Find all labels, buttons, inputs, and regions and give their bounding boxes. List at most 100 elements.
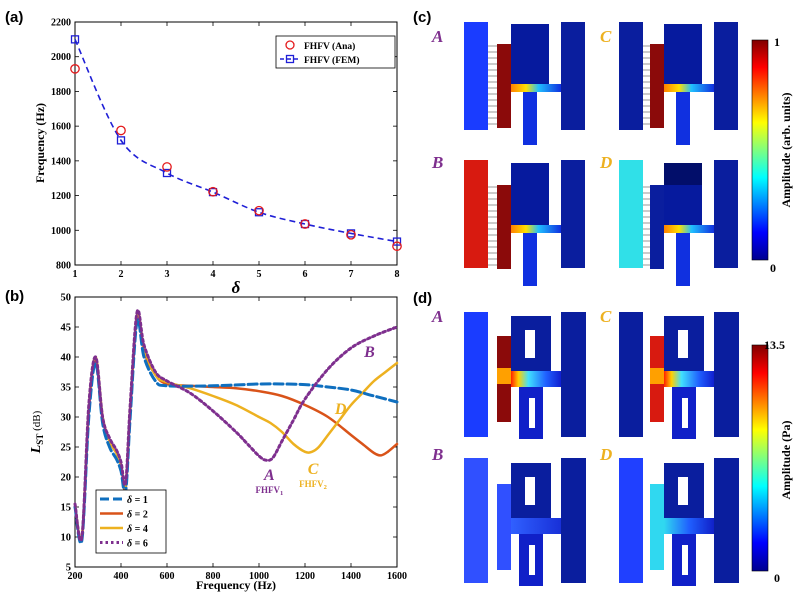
- panel-d-label: (d): [413, 290, 432, 307]
- x-tick-label: 200: [68, 571, 83, 582]
- chart-b-legend: δ = 1 δ = 2 δ = 4 δ = 6: [95, 489, 167, 554]
- chart-a-ticks: 1 2 3 4 5 6 7 8 800 1000 1200 1400 1600 1800 2000 2200: [51, 18, 400, 281]
- ana-circle-marker: [162, 162, 172, 172]
- annotation-sub-A: FHFV1: [255, 485, 283, 497]
- y-tick-label: 40: [61, 353, 72, 364]
- fem-dashed-line: [74, 39, 398, 243]
- fem-square-marker: [70, 35, 80, 44]
- panel-c-colorbar-max: 1: [774, 35, 780, 49]
- panel-c-letter-b: B: [431, 153, 443, 172]
- legend-label: δ = 2: [127, 510, 148, 521]
- x-tick-label: 4: [211, 269, 216, 280]
- panel-c-map-a: [464, 22, 585, 145]
- series-line-delta-6: [73, 308, 399, 542]
- y-tick-label: 50: [61, 293, 72, 304]
- panel-d-map-b: [464, 458, 586, 586]
- panel-a-label: (a): [5, 9, 23, 26]
- y-tick-label: 30: [61, 413, 72, 424]
- x-tick-label: 800: [206, 571, 221, 582]
- fem-square-marker: [162, 168, 172, 178]
- panel-c-map-d: [619, 160, 738, 286]
- y-tick-label: 1000: [51, 226, 71, 237]
- chart-a-ylabel: Frequency (Hz): [33, 103, 47, 183]
- x-tick-label: 1000: [249, 571, 269, 582]
- legend-label: δ = 6: [127, 539, 148, 550]
- y-tick-label: 2000: [51, 52, 71, 63]
- y-tick-label: 1600: [51, 122, 71, 133]
- legend-label: δ = 1: [127, 495, 148, 506]
- ana-circle-marker: [392, 241, 402, 252]
- x-tick-label: 2: [119, 269, 124, 280]
- y-tick-label: 25: [61, 443, 72, 454]
- panel-d-map-a: [464, 312, 586, 439]
- chart-a-legend: FHFV (Ana) FHFV (FEM): [275, 35, 396, 69]
- annotation-C: C: [308, 461, 319, 478]
- panel-c-letter-d: D: [599, 153, 612, 172]
- legend-marker-fem: [285, 54, 295, 64]
- x-tick-label: 400: [114, 571, 129, 582]
- x-tick-label: 1600: [387, 571, 407, 582]
- legend-box: [275, 35, 396, 69]
- y-tick-label: 1200: [51, 191, 71, 202]
- chart-b-ylabel: LST (dB): [29, 410, 45, 454]
- panel-d-map-d: [619, 458, 739, 586]
- x-tick-label: 1: [73, 269, 78, 280]
- chart-b-lines: [73, 308, 399, 545]
- x-tick-label: 600: [160, 571, 175, 582]
- panel-d-map-c: [619, 312, 739, 439]
- panel-c-map-c: [619, 22, 738, 145]
- panel-c-map-b: [464, 160, 585, 286]
- x-tick-label: 1200: [295, 571, 315, 582]
- x-tick-label: 3: [165, 269, 170, 280]
- y-tick-label: 5: [66, 563, 71, 574]
- legend-label-fem: FHFV (FEM): [304, 55, 360, 66]
- panel-d-colorbar-label: Amplitude (Pa): [779, 421, 793, 500]
- panel-c-letter-a: A: [431, 27, 443, 46]
- panel-c-letter-c: C: [600, 27, 612, 46]
- panel-c-colorbar: [751, 39, 769, 261]
- panel-c-colorbar-label: Amplitude (arb. units): [779, 92, 793, 207]
- annotation-sub-C: FHFV2: [299, 479, 327, 491]
- ana-circle-marker: [346, 229, 356, 240]
- legend-entries: δ = 1 δ = 2 δ = 4 δ = 6: [100, 495, 148, 550]
- panel-d-letter-a: A: [431, 307, 443, 326]
- panel-d-letter-c: C: [600, 307, 612, 326]
- chart-a-xlabel: δ: [232, 278, 241, 297]
- annotation-D: D: [334, 401, 347, 418]
- y-tick-label: 45: [61, 323, 72, 334]
- fem-square-marker: [300, 219, 310, 229]
- y-tick-label: 20: [61, 473, 72, 484]
- legend-label-ana: FHFV (Ana): [304, 41, 355, 52]
- panel-d-letter-d: D: [599, 445, 612, 464]
- chart-b-ticks: 200 400 600 800 1000 1200 1400 1600 5 10 15 20 25 30 3…: [61, 293, 408, 583]
- panel-d-colorbar: [751, 344, 769, 572]
- x-tick-label: 5: [257, 269, 262, 280]
- chart-b: 200 400 600 800 1000 1200 1400 1600 5 10 15 20 25 30 3…: [29, 293, 407, 593]
- y-tick-label: 2200: [51, 18, 71, 29]
- y-tick-label: 1400: [51, 156, 71, 167]
- x-tick-label: 6: [303, 269, 308, 280]
- fem-square-marker: [392, 237, 402, 246]
- chart-b-xlabel: Frequency (Hz): [196, 578, 276, 592]
- panel-b-label: (b): [5, 288, 24, 305]
- y-tick-label: 1800: [51, 87, 71, 98]
- y-tick-label: 15: [61, 503, 72, 514]
- panel-d-colorbar-max: 13.5: [764, 338, 785, 352]
- ana-circle-marker: [116, 125, 126, 136]
- ana-circle-marker: [254, 205, 264, 216]
- x-tick-label: 1400: [341, 571, 361, 582]
- y-tick-label: 35: [61, 383, 72, 394]
- ana-circle-marker: [300, 219, 310, 229]
- legend-marker-ana: [285, 40, 295, 50]
- panel-d-letter-b: B: [431, 445, 443, 464]
- fem-square-marker: [116, 136, 126, 145]
- panel-d: A C B D 13.5 0 Amplitude (Pa): [431, 307, 793, 586]
- ana-circle-marker: [208, 186, 218, 197]
- panel-c: A C B D 1 0 Amplitude (arb. units): [431, 22, 793, 286]
- y-tick-label: 800: [56, 261, 71, 272]
- chart-a-markers: [70, 35, 402, 252]
- legend-label: δ = 4: [127, 524, 148, 535]
- panel-c-colorbar-min: 0: [770, 261, 776, 275]
